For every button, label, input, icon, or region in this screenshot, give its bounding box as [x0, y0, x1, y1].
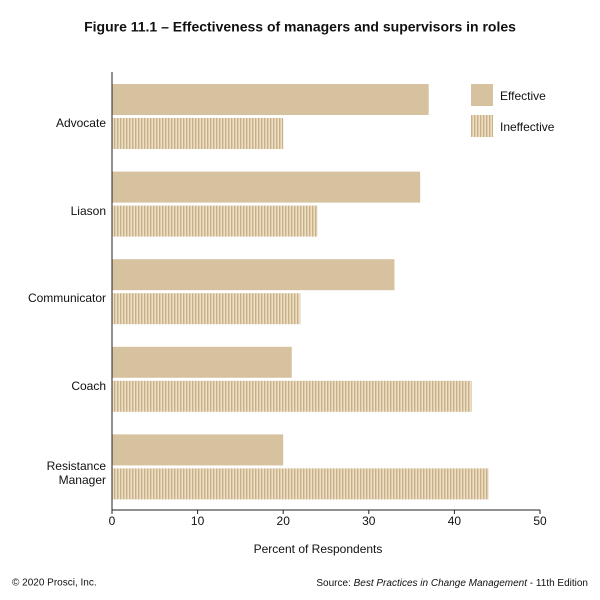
source: Source: Best Practices in Change Managem… — [316, 578, 588, 589]
y-tick-label: Communicator — [27, 291, 106, 306]
bar — [112, 293, 301, 325]
source-suffix: - 11th Edition — [527, 578, 588, 589]
y-tick-label: Liason — [70, 203, 106, 218]
bar — [112, 468, 489, 500]
source-prefix: Source: — [316, 578, 353, 589]
bar — [112, 434, 284, 466]
source-title: Best Practices in Change Management — [354, 578, 529, 589]
legend-label: Ineffective — [500, 120, 555, 134]
legend-swatch — [471, 84, 493, 106]
x-axis-label: Percent of Respondents — [254, 542, 383, 556]
bar — [112, 346, 292, 378]
x-tick-label: 40 — [448, 514, 462, 528]
x-tick-label: 20 — [277, 514, 291, 528]
x-tick-label: 30 — [362, 514, 376, 528]
bar — [112, 205, 318, 237]
bar — [112, 171, 421, 203]
y-tick-label: Advocate — [55, 116, 106, 130]
x-tick-label: 50 — [533, 514, 547, 528]
y-tick-label: Resistance Manager — [46, 459, 106, 488]
legend-swatch — [471, 115, 493, 137]
x-tick-label: 0 — [109, 514, 116, 528]
bar — [112, 380, 472, 412]
copyright: © 2020 Prosci, Inc. — [12, 578, 97, 589]
bar — [112, 259, 395, 291]
bar — [112, 118, 284, 149]
x-tick-label: 10 — [191, 514, 205, 528]
legend-label: Effective — [500, 89, 546, 103]
bar — [112, 84, 429, 115]
chart-title: Figure 11.1 – Effectiveness of managers … — [84, 19, 516, 35]
y-tick-label: Coach — [71, 378, 106, 393]
